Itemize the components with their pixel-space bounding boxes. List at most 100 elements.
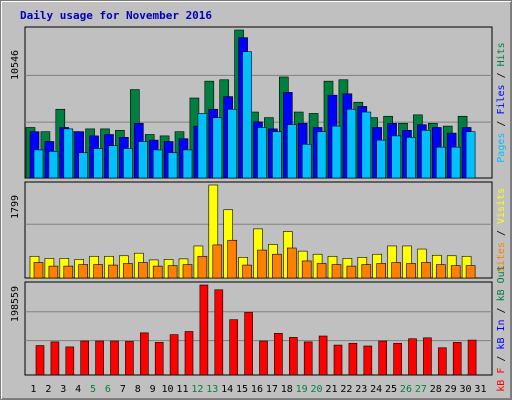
bar-kb-in-day-18 [288,337,298,376]
x-tick-label-day-31: 31 [474,384,486,395]
bar-kb-in-day-30 [467,339,477,376]
bar-pages-day-19 [301,144,312,179]
x-tick-label-day-3: 3 [60,384,66,395]
bar-pages-day-21 [331,125,342,179]
bar-kb-in-day-13 [214,289,224,376]
bar-kb-in-day-5 [95,340,104,376]
legend-part: / [496,115,507,133]
bar-kb-in-day-8 [140,332,149,376]
bar-pages-day-9 [152,149,163,179]
bar-sites-day-9 [152,265,163,279]
bar-pages-day-26 [406,137,416,179]
legend-part: / [496,224,507,242]
bar-pages-day-27 [421,129,431,179]
side-legend-kbin: kB F / kB In / kB Out [496,265,507,391]
bar-pages-day-25 [391,135,401,179]
x-tick-label-day-10: 10 [162,384,174,395]
bar-pages-day-28 [435,146,446,179]
bar-pages-day-17 [272,131,282,179]
bar-sites-day-23 [361,264,372,279]
bar-pages-day-30 [465,131,476,179]
x-tick-label-day-14: 14 [221,384,233,395]
x-tick-label-day-13: 13 [206,384,218,395]
bar-sites-day-27 [421,262,431,279]
bar-kb-in-day-29 [452,342,462,376]
bar-sites-day-1 [33,262,44,279]
bar-kb-in-day-9 [154,342,164,376]
legend-part: Files [496,84,507,114]
bar-pages-day-29 [450,146,461,179]
bar-pages-day-13 [212,117,223,179]
bar-kb-in-day-24 [378,340,388,376]
bar-pages-day-20 [316,131,327,179]
x-tick-label-day-21: 21 [325,384,337,395]
legend-part: kB Out [496,265,507,301]
legend-part: Hits [496,42,507,66]
x-tick-label-day-30: 30 [460,384,472,395]
bar-kb-in-day-25 [393,342,402,376]
bar-sites-day-14 [227,239,237,279]
side-legend-hits-files-pages: Pages / Files / Hits [496,42,507,162]
bar-sites-day-18 [286,247,297,279]
bar-pages-day-4 [78,152,88,179]
panel-frame-kbin [24,281,493,376]
bar-kb-in-day-27 [423,337,432,376]
x-tick-label-day-15: 15 [236,384,248,395]
bar-sites-day-19 [301,260,312,279]
bar-sites-day-13 [212,244,223,279]
bar-pages-day-16 [257,127,267,179]
bar-sites-day-25 [391,262,401,279]
x-tick-label-day-23: 23 [355,384,367,395]
bar-pages-day-14 [227,108,237,179]
bar-kb-in-day-23 [363,345,373,376]
x-tick-label-day-22: 22 [340,384,352,395]
bar-sites-day-21 [331,264,342,279]
x-tick-label-day-19: 19 [296,384,308,395]
legend-part: / [496,66,507,84]
x-tick-label-day-17: 17 [266,384,278,395]
bar-sites-day-28 [435,264,446,279]
bar-kb-in-day-7 [125,341,134,376]
x-tick-label-day-12: 12 [191,384,203,395]
bar-sites-day-4 [78,264,88,279]
legend-part: Visits [496,188,507,224]
x-tick-label-day-4: 4 [75,384,81,395]
x-tick-label-day-24: 24 [370,384,382,395]
x-tick-label-day-8: 8 [135,384,141,395]
legend-part: kB In [496,319,507,349]
bar-sites-day-12 [197,255,208,279]
chart-title: Daily usage for November 2016 [20,9,213,22]
bar-kb-in-day-6 [110,340,119,376]
x-tick-label-day-16: 16 [251,384,263,395]
bar-pages-day-3 [63,128,74,179]
bar-kb-in-day-22 [348,342,358,376]
side-legend-visits-sites: Sites / Visits [496,188,507,272]
bar-kb-in-day-10 [169,334,179,376]
bar-sites-day-22 [346,265,357,279]
bar-pages-day-5 [93,148,103,179]
bar-kb-in-day-1 [35,345,45,376]
bar-kb-in-day-2 [50,341,60,376]
bar-pages-day-2 [48,151,59,179]
bar-sites-day-2 [48,265,59,279]
legend-part: Sites [496,242,507,272]
x-tick-label-day-6: 6 [105,384,111,395]
bar-sites-day-16 [257,249,267,279]
bar-pages-day-22 [346,108,357,179]
bar-kb-in-day-17 [274,332,283,376]
bar-kb-in-day-28 [437,347,447,376]
bar-pages-day-1 [33,149,44,179]
legend-part: / [496,301,507,319]
bar-pages-day-15 [242,51,252,179]
bar-kb-in-day-20 [318,335,328,376]
legend-part: kB F [496,368,507,392]
bar-pages-day-11 [182,149,193,179]
x-tick-label-day-26: 26 [400,384,412,395]
bar-sites-day-26 [406,263,416,279]
bar-pages-day-18 [286,124,297,179]
bar-sites-day-20 [316,263,327,279]
bar-kb-in-day-14 [229,319,238,376]
y-max-label-kbin: 198559 [10,286,21,322]
x-tick-label-day-7: 7 [120,384,126,395]
x-tick-label-day-29: 29 [445,384,457,395]
